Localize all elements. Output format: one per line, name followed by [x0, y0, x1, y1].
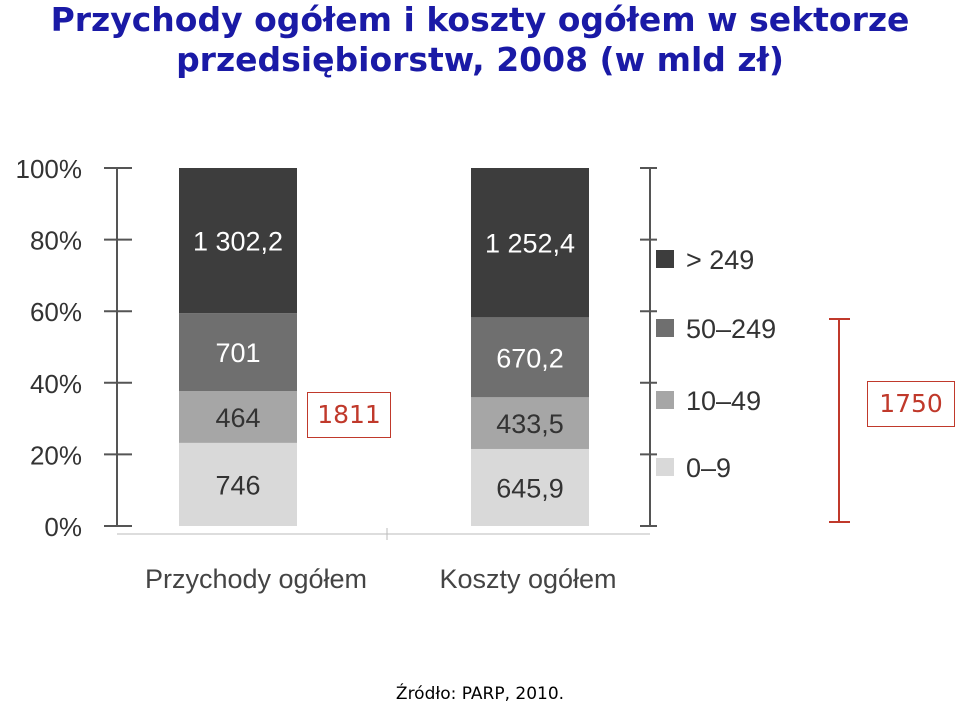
y-tick-label: 80%	[30, 226, 82, 256]
bar-segment	[179, 168, 297, 314]
legend-swatch	[656, 250, 674, 268]
x-tick-label: Przychody ogółem	[145, 564, 367, 594]
legend-swatch	[656, 319, 674, 337]
y-tick-label: 100%	[16, 154, 83, 184]
legend-label: 10–49	[686, 386, 761, 416]
legend-label: 50–249	[686, 314, 776, 344]
y-tick-label: 40%	[30, 369, 82, 399]
annotation-total-revenue: 1811	[307, 392, 391, 438]
data-label: 433,5	[496, 409, 564, 439]
legend-label: > 249	[686, 245, 754, 275]
y-tick-label: 0%	[44, 512, 82, 542]
bar-segment	[179, 313, 297, 392]
data-label: 1 252,4	[485, 229, 575, 259]
bar-segment	[179, 442, 297, 526]
annotation-total-costs: 1750	[867, 381, 955, 427]
data-label: 670,2	[496, 343, 564, 373]
bar-segment	[471, 448, 589, 526]
legend-swatch	[656, 458, 674, 476]
title-line-2: przedsiębiorstw, 2008 (w mld zł)	[176, 40, 784, 79]
bar-segment	[471, 168, 589, 318]
chart-title: Przychody ogółem i koszty ogółem w sekto…	[0, 0, 960, 80]
data-label: 701	[215, 338, 260, 368]
data-label: 645,9	[496, 473, 564, 503]
source-note: Źródło: PARP, 2010.	[395, 684, 565, 704]
legend-swatch	[656, 391, 674, 409]
data-label: 1 302,2	[193, 227, 283, 257]
x-tick-label: Koszty ogółem	[439, 564, 616, 594]
legend-label: 0–9	[686, 453, 731, 483]
bar-segment	[471, 317, 589, 398]
data-label: 746	[215, 470, 260, 500]
y-tick-label: 60%	[30, 297, 82, 327]
bar-segment	[179, 391, 297, 443]
data-label: 464	[215, 403, 260, 433]
bar-segment	[471, 397, 589, 449]
title-line-1: Przychody ogółem i koszty ogółem w sekto…	[50, 0, 910, 39]
y-tick-label: 20%	[30, 440, 82, 470]
